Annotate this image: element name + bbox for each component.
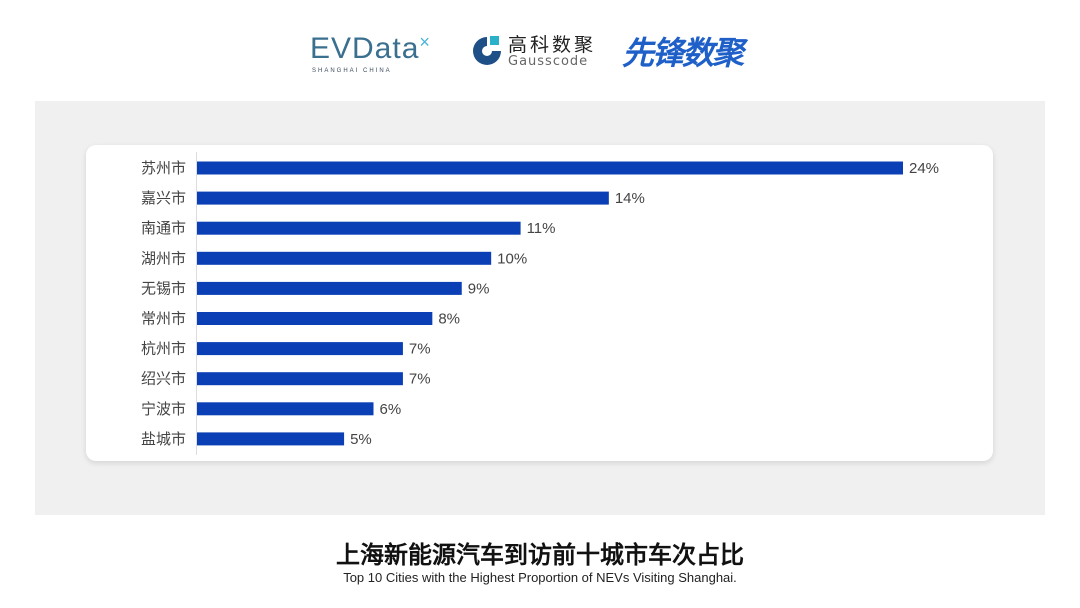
category-label: 嘉兴市 [141,189,186,207]
evdata-logo: EVData× SHANGHAI CHINA [310,32,431,74]
category-label: 杭州市 [141,340,186,358]
chart-title: 上海新能源汽车到访前十城市车次占比 [336,541,744,569]
category-label: 苏州市 [141,159,186,177]
category-label: 常州市 [141,310,186,328]
bar [197,191,609,205]
category-label: 盐城市 [141,430,186,448]
category-label: 绍兴市 [141,370,186,388]
evdata-wordmark: EVData [310,32,420,65]
category-label: 宁波市 [141,400,186,418]
value-label: 6% [380,401,402,418]
value-label: 11% [527,220,556,237]
value-label: 14% [615,190,645,207]
value-label: 8% [438,311,460,328]
bar [197,161,903,175]
category-label: 南通市 [141,219,186,237]
value-label: 7% [409,371,431,388]
category-label: 无锡市 [141,279,186,297]
gausscode-en: Gausscode [508,54,589,69]
bar [197,312,433,325]
value-label: 10% [497,250,527,267]
logo-bar: EVData× SHANGHAI CHINA 高科数聚 Gausscode 先锋数… [0,24,1080,74]
evdata-x-mark-icon: × [419,32,431,52]
value-label: 7% [409,341,431,358]
bar [197,402,374,416]
value-label: 5% [350,431,372,448]
value-label: 24% [909,160,939,177]
chart-subtitle: Top 10 Cities with the Highest Proportio… [343,570,737,585]
category-label: 湖州市 [141,249,186,267]
xianfeng-logo: 先锋数聚 [622,34,744,72]
bar [197,342,403,356]
evdata-subtitle: SHANGHAI CHINA [312,68,392,74]
gausscode-cn: 高科数聚 [508,34,597,56]
gausscode-mark-icon [473,36,501,65]
bar [197,221,521,235]
bar [197,281,462,295]
bar [197,372,403,386]
value-label: 9% [468,280,490,297]
bar [197,432,345,446]
bar [197,251,492,265]
